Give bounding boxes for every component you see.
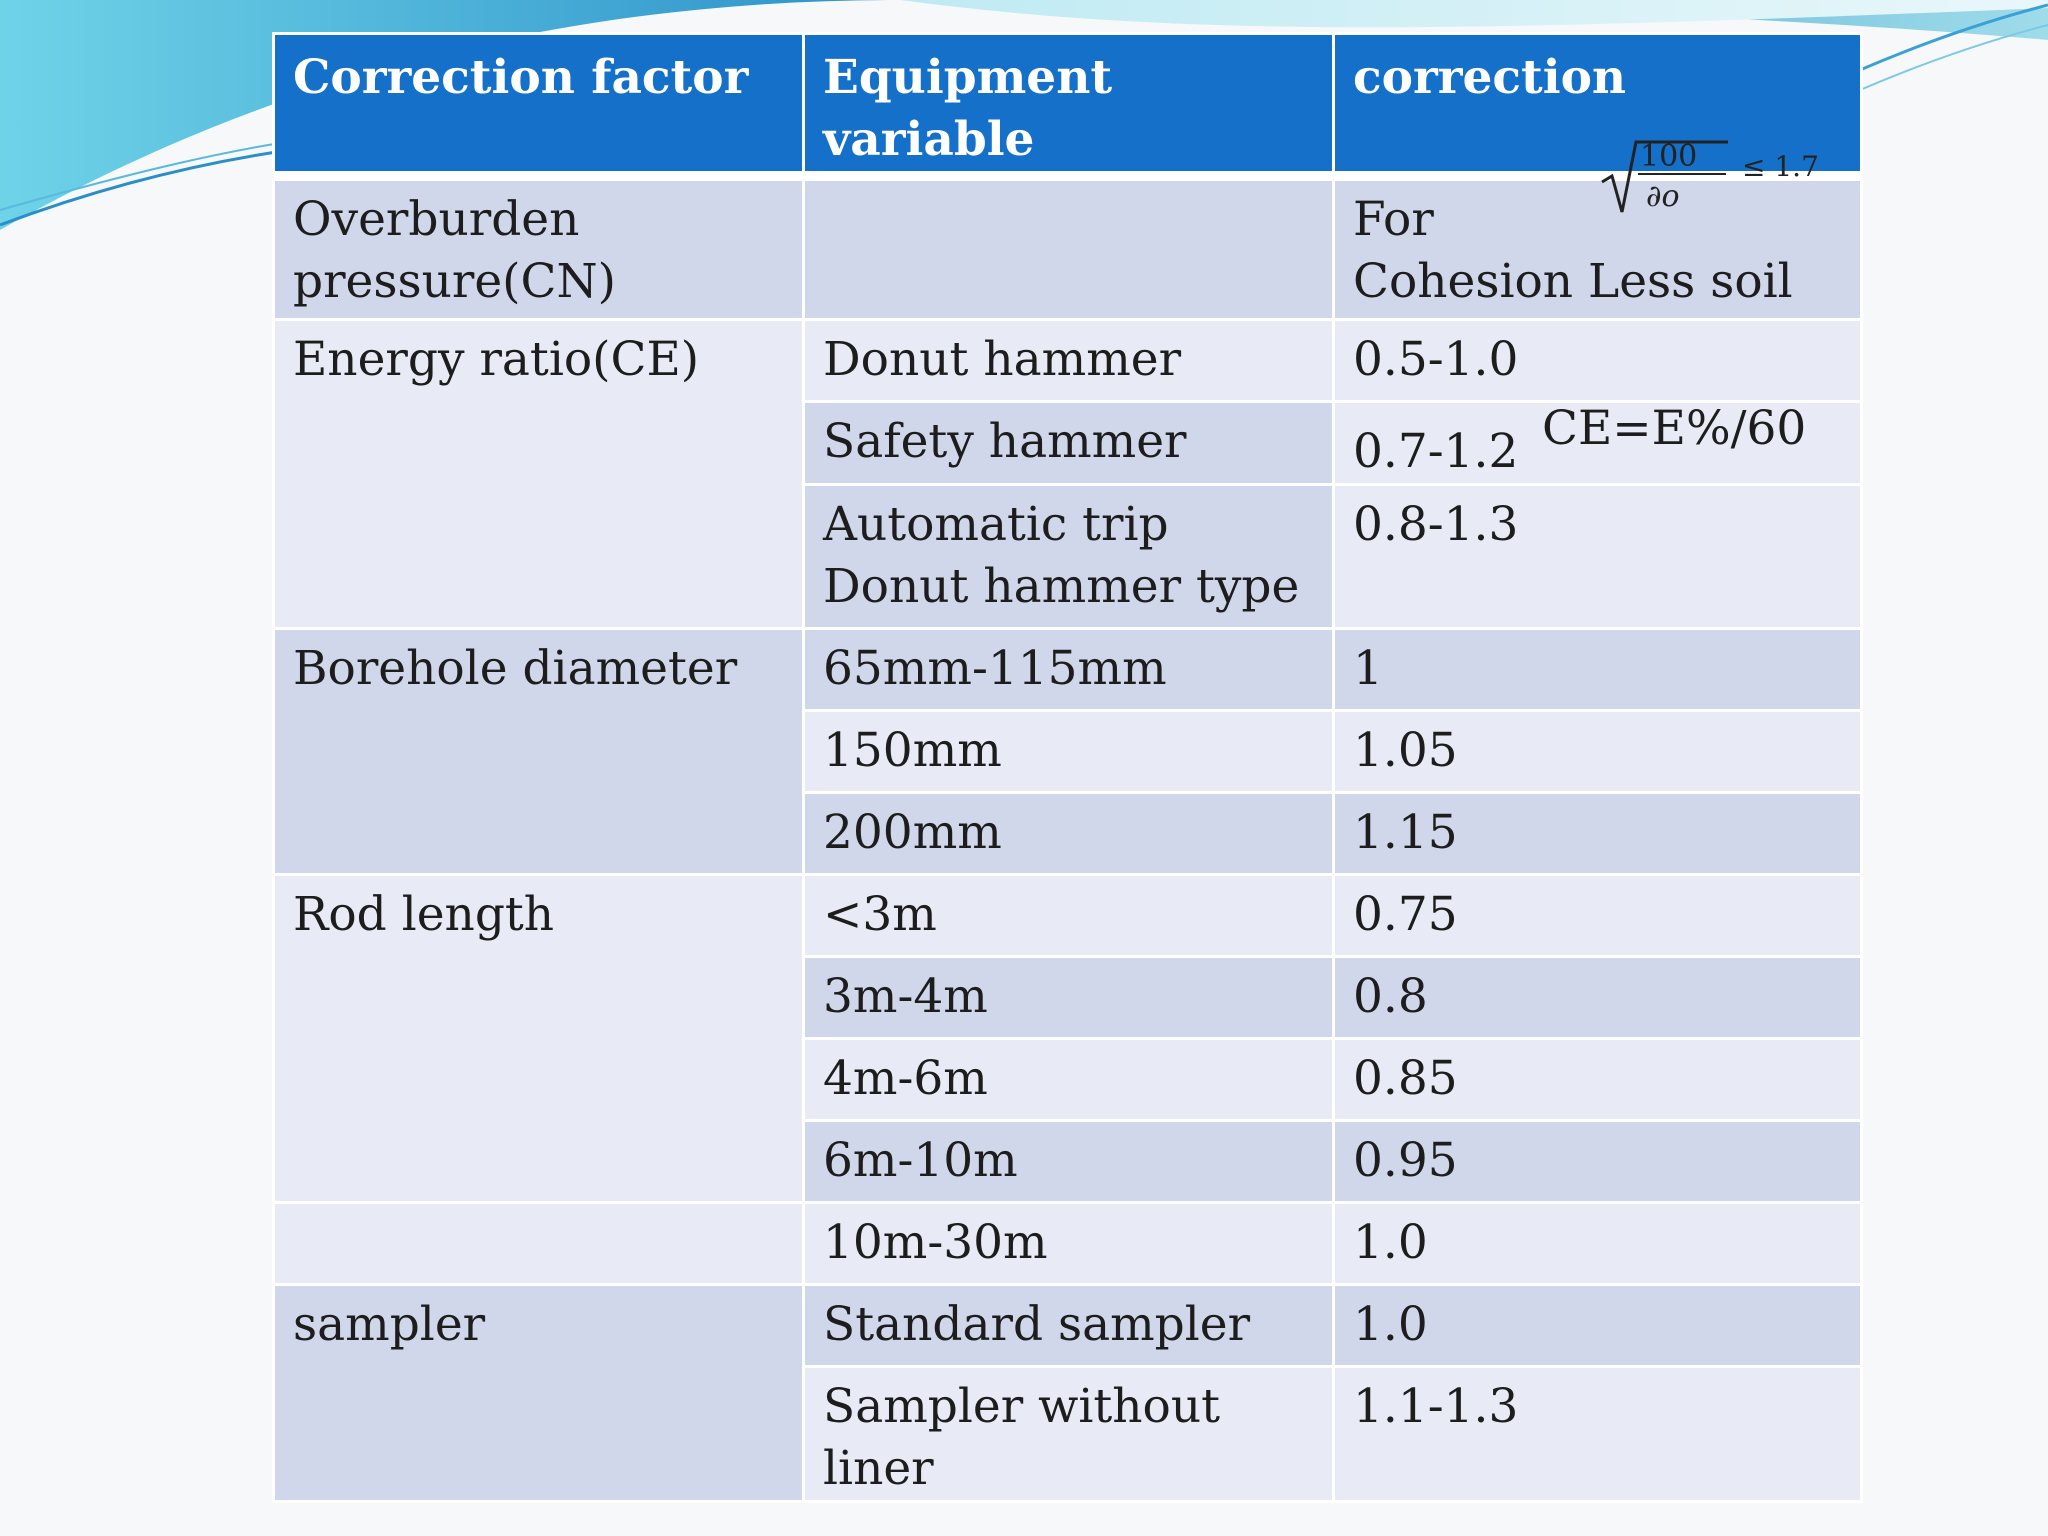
equipment-cell: 10m-30m [802,1201,1335,1286]
correction-cell: 1.05 [1332,709,1863,794]
factor-empty [272,1201,805,1286]
equipment-cell: Safety hammer [802,400,1335,486]
table-row: Automatic trip Donut hammer type 0.8-1.3 [274,483,1863,630]
table-row: 150mm 1.05 [274,709,1863,794]
correction-cell: 0.95 [1332,1119,1863,1204]
equipment-cell: 65mm-115mm [802,627,1335,712]
header-separator [273,172,1862,180]
header-equipment-variable: Equipment variable [802,32,1335,174]
correction-overburden-line: Cohesion Less soil [1353,254,1793,309]
table-row: Sampler without liner 1.1-1.3 [274,1365,1863,1503]
equipment-cell: 4m-6m [802,1037,1335,1122]
factor-overburden-line: pressure(CN) [293,254,616,309]
table-row: 3m-4m 0.8 [274,955,1863,1040]
table-row: Rod length <3m 0.75 [272,873,1863,1204]
equipment-line: Automatic trip [823,497,1169,552]
correction-cell: 0.75 [1332,873,1863,958]
correction-cell: 1.0 [1332,1283,1863,1368]
equipment-cell: 200mm [802,791,1335,876]
table-row: 10m-30m 1.0 [272,1201,1863,1286]
correction-cell: 0.7-1.2 [1332,400,1863,486]
correction-cell: 0.5-1.0 [1332,318,1863,403]
correction-factors-table: Correction factor Equipment variable cor… [272,32,1863,1503]
table-row: Overburden pressure(CN) For Cohesion Les… [272,178,1863,321]
equipment-cell: 6m-10m [802,1119,1335,1204]
header-correction-factor: Correction factor [272,32,805,174]
factor-rod-length: Rod length [272,873,805,1204]
correction-cell: 0.8 [1332,955,1863,1040]
equipment-cell: Automatic trip Donut hammer type [802,483,1335,630]
header-wave-decoration [0,0,2048,230]
correction-cell: 1.15 [1332,791,1863,876]
energy-ratio-note: CE=E%/60 [1542,401,1807,456]
equipment-cell: 150mm [802,709,1335,794]
table-row: 4m-6m 0.85 [274,1037,1863,1122]
formula-denominator: ∂o [1646,179,1680,214]
equipment-overburden [802,178,1335,321]
equipment-cell: <3m [802,873,1335,958]
equipment-line: Donut hammer type [823,559,1300,614]
overburden-formula: 100 ∂o ≤ 1.7 [1601,140,1819,214]
equipment-cell: Sampler without liner [802,1365,1335,1503]
equipment-cell: 3m-4m [802,955,1335,1040]
correction-overburden-line: For [1353,192,1434,247]
formula-relation: ≤ 1.7 [1742,150,1819,183]
table-row: Borehole diameter 65mm-115mm 1 [272,627,1863,876]
factor-overburden: Overburden pressure(CN) [272,178,805,321]
correction-cell: 0.8-1.3 [1332,483,1863,630]
header-correction: correction [1332,32,1863,174]
formula-numerator: 100 [1640,140,1697,174]
factor-energy-ratio: Energy ratio(CE) [272,318,805,630]
factor-borehole-diameter: Borehole diameter [272,627,805,876]
correction-cell: 1.1-1.3 [1332,1365,1863,1503]
table-row: Energy ratio(CE) Donut hammer 0.5-1.0 [272,318,1863,630]
correction-cell: 1 [1332,627,1863,712]
table-row: 6m-10m 0.95 [274,1119,1863,1204]
table-row: Safety hammer 0.7-1.2 [274,400,1863,486]
table-header-row: Correction factor Equipment variable cor… [272,32,1863,174]
factor-sampler: sampler [272,1283,805,1503]
equipment-cell: Standard sampler [802,1283,1335,1368]
table-row: sampler Standard sampler 1.0 [272,1283,1863,1503]
correction-cell: 0.85 [1332,1037,1863,1122]
correction-overburden: For Cohesion Less soil [1332,178,1863,321]
equipment-cell: Donut hammer [802,318,1335,403]
table-row: 200mm 1.15 [274,791,1863,876]
sqrt-sign-icon [1601,140,1728,213]
correction-cell: 1.0 [1332,1201,1863,1286]
factor-overburden-line: Overburden [293,192,580,247]
